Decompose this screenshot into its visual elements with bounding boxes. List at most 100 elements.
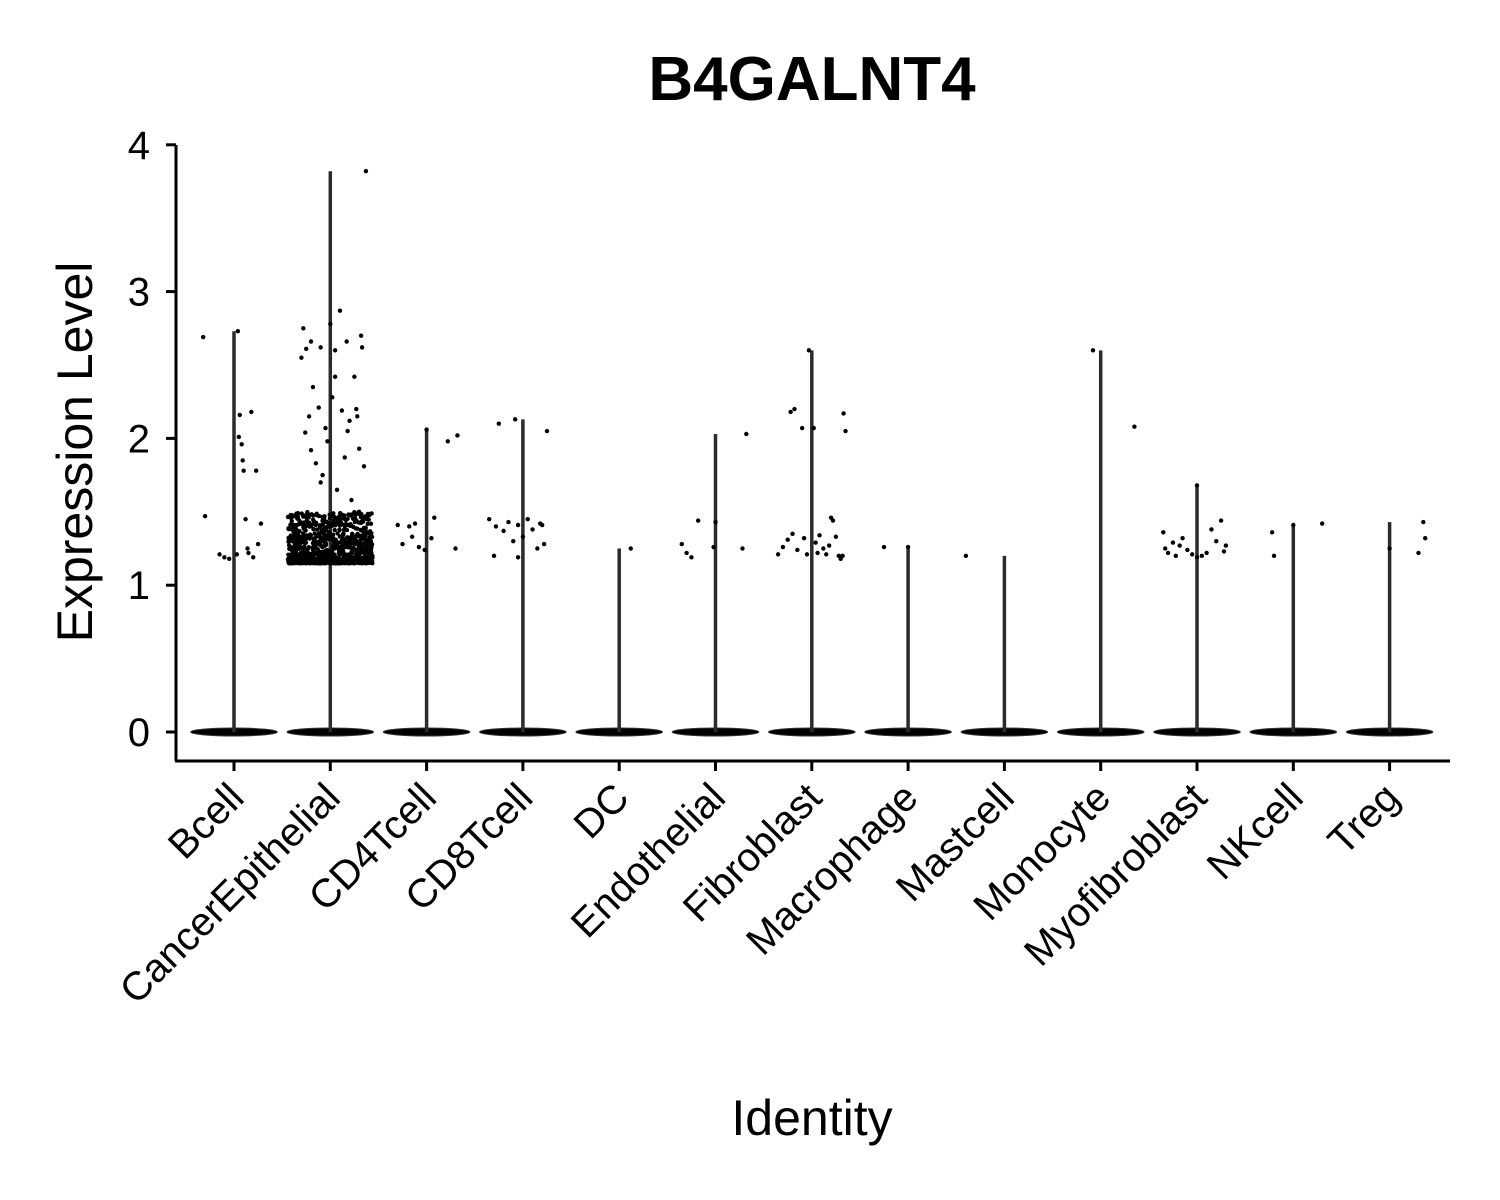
data-point bbox=[817, 533, 822, 538]
data-point bbox=[679, 541, 684, 547]
data-point bbox=[318, 535, 323, 540]
data-point bbox=[367, 558, 373, 564]
data-point bbox=[313, 543, 319, 548]
data-point bbox=[318, 480, 323, 485]
x-tick-label: DC bbox=[566, 775, 638, 847]
data-point bbox=[286, 552, 291, 557]
data-point bbox=[352, 374, 357, 379]
data-point bbox=[407, 524, 412, 529]
data-point bbox=[1291, 522, 1296, 528]
data-point bbox=[323, 559, 329, 565]
data-point bbox=[352, 509, 357, 515]
data-point bbox=[365, 514, 370, 519]
data-point bbox=[326, 557, 332, 562]
data-point bbox=[363, 169, 369, 174]
data-point bbox=[316, 531, 322, 536]
data-point bbox=[335, 531, 340, 536]
data-point bbox=[342, 558, 348, 563]
data-point bbox=[327, 512, 332, 517]
data-point bbox=[689, 555, 694, 560]
data-point bbox=[360, 536, 366, 541]
data-point bbox=[311, 556, 317, 561]
data-point bbox=[342, 527, 347, 532]
data-point bbox=[1170, 540, 1176, 545]
data-point bbox=[356, 511, 362, 517]
data-point bbox=[356, 446, 362, 451]
data-point bbox=[350, 555, 356, 561]
data-point bbox=[804, 552, 810, 557]
data-point bbox=[312, 531, 317, 536]
data-point bbox=[1416, 550, 1421, 556]
data-point bbox=[332, 560, 337, 565]
data-point bbox=[316, 539, 322, 544]
data-point bbox=[840, 553, 845, 559]
data-point bbox=[237, 412, 242, 418]
data-point bbox=[821, 546, 826, 551]
data-point bbox=[323, 425, 328, 431]
data-point bbox=[366, 536, 372, 542]
data-point bbox=[314, 521, 319, 526]
data-point bbox=[1090, 348, 1096, 353]
data-point bbox=[361, 558, 367, 563]
data-point bbox=[695, 518, 701, 523]
data-point bbox=[342, 538, 347, 543]
data-point bbox=[358, 520, 364, 526]
data-point bbox=[239, 442, 244, 447]
data-point bbox=[308, 523, 313, 528]
data-point bbox=[337, 308, 343, 313]
data-point bbox=[801, 536, 807, 541]
data-point bbox=[1218, 518, 1224, 523]
data-point bbox=[358, 333, 364, 338]
data-point bbox=[365, 540, 370, 545]
data-point bbox=[299, 511, 305, 516]
data-point bbox=[320, 522, 325, 527]
data-point bbox=[684, 550, 689, 556]
data-point bbox=[775, 552, 781, 557]
data-point bbox=[1199, 553, 1205, 559]
data-point bbox=[241, 468, 246, 473]
data-point bbox=[788, 409, 793, 415]
data-point bbox=[1209, 527, 1214, 532]
data-point bbox=[340, 548, 346, 553]
data-point bbox=[348, 552, 353, 558]
data-point bbox=[432, 515, 437, 520]
data-point bbox=[799, 425, 805, 431]
data-point bbox=[833, 534, 839, 539]
y-axis: 0 1 2 3 4 bbox=[128, 124, 176, 755]
data-point bbox=[337, 511, 343, 516]
data-point bbox=[328, 521, 333, 527]
data-point bbox=[322, 514, 327, 519]
y-tick-label: 3 bbox=[128, 271, 150, 315]
data-point bbox=[429, 536, 434, 541]
data-point bbox=[324, 519, 329, 524]
data-point bbox=[366, 530, 371, 536]
data-point bbox=[249, 409, 254, 415]
data-point bbox=[324, 528, 329, 533]
data-point bbox=[306, 544, 312, 550]
data-point bbox=[362, 529, 368, 535]
data-point bbox=[251, 555, 256, 560]
data-point bbox=[409, 534, 415, 539]
data-point bbox=[292, 560, 298, 565]
data-point bbox=[496, 421, 502, 426]
data-point bbox=[826, 543, 832, 548]
data-point bbox=[332, 348, 338, 353]
data-point bbox=[342, 455, 347, 460]
y-tick-label: 0 bbox=[128, 711, 150, 755]
data-point bbox=[200, 334, 206, 340]
data-point bbox=[491, 553, 497, 559]
data-point bbox=[312, 538, 318, 544]
data-point bbox=[361, 525, 367, 530]
data-point bbox=[310, 513, 316, 518]
data-point bbox=[344, 339, 349, 344]
data-point bbox=[541, 541, 547, 547]
data-point bbox=[286, 539, 291, 544]
data-point bbox=[740, 546, 745, 551]
data-point bbox=[323, 542, 329, 548]
data-point bbox=[1223, 543, 1229, 548]
data-point bbox=[1421, 519, 1426, 525]
data-point bbox=[315, 547, 320, 552]
data-point bbox=[355, 552, 360, 558]
data-point bbox=[525, 516, 530, 522]
